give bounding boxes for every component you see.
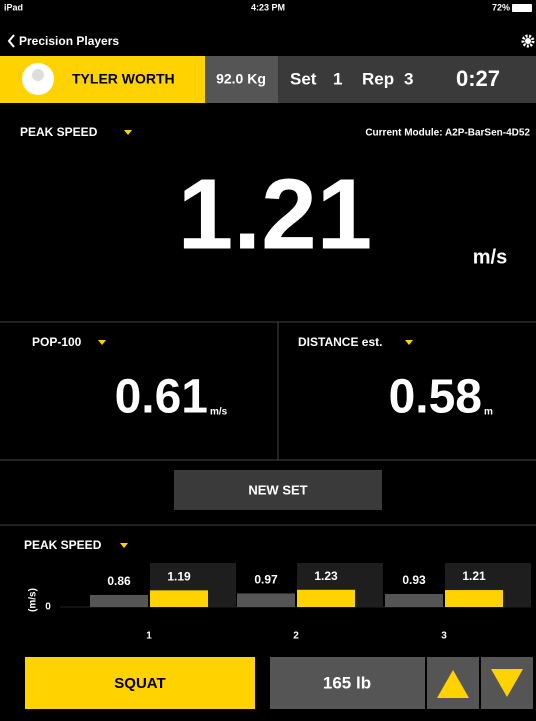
weight-box xyxy=(205,56,278,103)
distance-unit: m xyxy=(484,407,493,418)
metric-label[interactable]: POP-100 xyxy=(32,335,82,349)
pop-value: 0.61 xyxy=(115,371,208,424)
bar-value-label: 1.23 xyxy=(314,569,338,583)
main-unit: m/s xyxy=(473,246,507,268)
module-label: Current Module: A2P-BarSen-4D52 xyxy=(365,128,530,139)
rep-label: Rep xyxy=(362,69,394,88)
avatar-head xyxy=(32,69,44,81)
bar xyxy=(445,590,503,607)
load-label: 165 lb xyxy=(323,673,371,692)
y-tick-label: 0 xyxy=(45,602,51,613)
exercise-label[interactable]: SQUAT xyxy=(114,675,165,692)
battery-icon xyxy=(512,4,532,12)
x-tick-label: 1 xyxy=(146,631,152,642)
down-arrow[interactable] xyxy=(491,669,523,697)
new-set-button[interactable] xyxy=(174,470,382,510)
back-icon[interactable] xyxy=(7,34,15,48)
pop-unit: m/s xyxy=(210,407,228,418)
bar-value-label: 0.97 xyxy=(254,573,278,587)
bar-value-label: 1.19 xyxy=(167,570,191,584)
dropdown-icon[interactable] xyxy=(405,340,413,345)
battery-level: 72% xyxy=(492,2,510,12)
dropdown-icon[interactable] xyxy=(120,543,128,548)
x-tick-label: 2 xyxy=(293,631,299,642)
set-box xyxy=(278,56,536,103)
athlete-name: TYLER WORTH xyxy=(72,71,175,87)
clock: 4:23 PM xyxy=(251,2,285,12)
bar-value-label: 1.21 xyxy=(462,569,486,583)
carrier: iPad xyxy=(4,2,23,12)
up-arrow[interactable] xyxy=(437,670,469,698)
metric-label[interactable]: DISTANCE est. xyxy=(298,335,382,349)
bar-value-label: 0.93 xyxy=(402,573,426,587)
new-set-label[interactable]: NEW SET xyxy=(248,482,307,497)
distance-value: 0.58 xyxy=(389,371,482,424)
exercise-button[interactable] xyxy=(25,657,255,709)
y-axis-label: (m/s) xyxy=(28,588,39,612)
x-tick-label: 3 xyxy=(441,631,447,642)
bar-value-label: 0.86 xyxy=(107,574,131,588)
back-button[interactable]: Precision Players xyxy=(19,34,119,48)
set-number: 1 xyxy=(333,69,342,88)
bar xyxy=(237,593,295,607)
load-box xyxy=(270,657,425,709)
rep-number: 3 xyxy=(404,69,413,88)
bar xyxy=(385,593,443,607)
settings-icon[interactable] xyxy=(521,34,535,48)
timer: 0:27 xyxy=(456,66,500,91)
set-label: Set xyxy=(290,69,317,88)
metric-label[interactable]: PEAK SPEED xyxy=(20,125,98,139)
weight: 92.0 Kg xyxy=(216,71,266,87)
dropdown-icon[interactable] xyxy=(98,340,106,345)
dropdown-icon[interactable] xyxy=(124,130,132,135)
bar xyxy=(150,590,208,607)
chart: PEAK SPEED (m/s) 0 1 2 3 0.86 0.97 0.93 1.19 1.2… xyxy=(24,538,531,642)
bar xyxy=(90,594,148,607)
bar xyxy=(297,589,355,607)
main-value: 1.21 xyxy=(178,158,373,270)
chart-title[interactable]: PEAK SPEED xyxy=(24,538,102,552)
